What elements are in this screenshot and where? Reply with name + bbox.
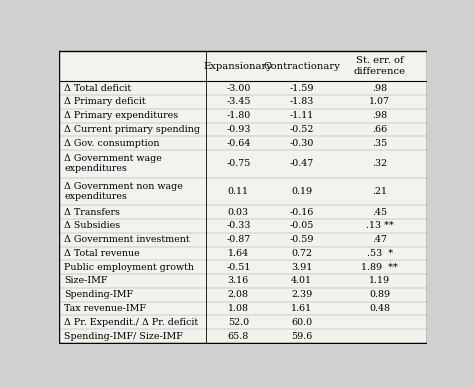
Text: 0.11: 0.11	[228, 187, 249, 196]
Text: .45: .45	[372, 207, 387, 217]
Text: Δ Primary deficit: Δ Primary deficit	[64, 98, 146, 106]
Text: 0.72: 0.72	[291, 249, 312, 258]
Text: .53  *: .53 *	[367, 249, 393, 258]
Text: 0.03: 0.03	[228, 207, 249, 217]
Text: Δ Total deficit: Δ Total deficit	[64, 84, 131, 92]
Text: Δ Pr. Expendit./ Δ Pr. deficit: Δ Pr. Expendit./ Δ Pr. deficit	[64, 318, 198, 327]
Text: Δ Government non wage
expenditures: Δ Government non wage expenditures	[64, 182, 183, 201]
Text: 60.0: 60.0	[291, 318, 312, 327]
Text: Expansionary: Expansionary	[204, 62, 273, 70]
Text: 1.61: 1.61	[291, 304, 312, 313]
Text: 0.19: 0.19	[291, 187, 312, 196]
Text: Size-IMF: Size-IMF	[64, 276, 108, 286]
Text: -0.16: -0.16	[290, 207, 314, 217]
Text: 4.01: 4.01	[291, 276, 312, 286]
Text: St. err. of
difference: St. err. of difference	[354, 56, 406, 76]
Text: .47: .47	[372, 235, 387, 244]
Text: 3.16: 3.16	[228, 276, 249, 286]
Text: 3.91: 3.91	[291, 263, 312, 272]
Text: -1.83: -1.83	[290, 98, 314, 106]
Text: -0.52: -0.52	[290, 125, 314, 134]
Text: Public employment growth: Public employment growth	[64, 263, 194, 272]
Text: 0.89: 0.89	[369, 290, 390, 299]
Text: Tax revenue-IMF: Tax revenue-IMF	[64, 304, 146, 313]
Text: -1.11: -1.11	[290, 111, 314, 120]
Text: 2.08: 2.08	[228, 290, 249, 299]
Text: Δ Current primary spending: Δ Current primary spending	[64, 125, 200, 134]
Text: 59.6: 59.6	[291, 332, 312, 341]
Text: .35: .35	[372, 139, 387, 148]
Text: Δ Primary expenditures: Δ Primary expenditures	[64, 111, 178, 120]
Text: 2.39: 2.39	[291, 290, 312, 299]
Text: -3.45: -3.45	[226, 98, 251, 106]
Text: -0.51: -0.51	[226, 263, 251, 272]
Text: Spending-IMF: Spending-IMF	[64, 290, 133, 299]
Text: -1.59: -1.59	[290, 84, 314, 92]
Text: 1.07: 1.07	[369, 98, 390, 106]
Text: .21: .21	[372, 187, 387, 196]
Text: Δ Government wage
expenditures: Δ Government wage expenditures	[64, 154, 162, 173]
Text: 65.8: 65.8	[228, 332, 249, 341]
Text: Δ Government investment: Δ Government investment	[64, 235, 190, 244]
Text: .66: .66	[372, 125, 387, 134]
Text: -0.47: -0.47	[290, 159, 314, 168]
Text: -0.75: -0.75	[226, 159, 251, 168]
Text: Δ Transfers: Δ Transfers	[64, 207, 120, 217]
Text: -0.64: -0.64	[226, 139, 251, 148]
Text: Spending-IMF/ Size-IMF: Spending-IMF/ Size-IMF	[64, 332, 183, 341]
Text: -0.05: -0.05	[290, 221, 314, 230]
Text: Δ Gov. consumption: Δ Gov. consumption	[64, 139, 160, 148]
Text: 52.0: 52.0	[228, 318, 249, 327]
Text: -0.33: -0.33	[226, 221, 251, 230]
Text: -0.59: -0.59	[290, 235, 314, 244]
Text: 1.89  **: 1.89 **	[361, 263, 398, 272]
Text: 1.19: 1.19	[369, 276, 390, 286]
Text: .98: .98	[372, 84, 387, 92]
Text: -0.87: -0.87	[226, 235, 250, 244]
Text: .32: .32	[372, 159, 387, 168]
Text: .98: .98	[372, 111, 387, 120]
Text: -1.80: -1.80	[226, 111, 250, 120]
Text: 0.48: 0.48	[369, 304, 390, 313]
Text: 1.64: 1.64	[228, 249, 249, 258]
Text: -0.93: -0.93	[226, 125, 251, 134]
Text: .13 **: .13 **	[366, 221, 394, 230]
Text: Δ Total revenue: Δ Total revenue	[64, 249, 140, 258]
Text: -3.00: -3.00	[226, 84, 251, 92]
Text: -0.30: -0.30	[290, 139, 314, 148]
Text: 1.08: 1.08	[228, 304, 249, 313]
Text: Δ Subsidies: Δ Subsidies	[64, 221, 120, 230]
Text: Contractionary: Contractionary	[263, 62, 340, 70]
